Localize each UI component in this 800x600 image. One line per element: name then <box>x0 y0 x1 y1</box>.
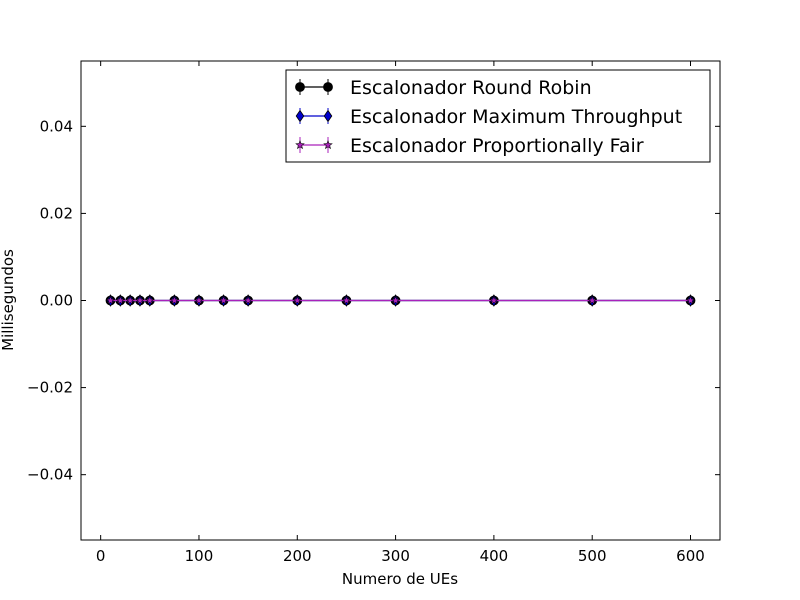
x-axis-label: Numero de UEs <box>342 570 458 588</box>
series-3-point <box>115 295 126 305</box>
series-3-point <box>135 295 145 305</box>
y-tick-label: 0.04 <box>40 117 73 135</box>
series-3-point <box>390 295 401 305</box>
series-3-point <box>685 295 696 305</box>
legend-marker <box>323 109 333 123</box>
series-3-point <box>194 295 204 305</box>
x-tick-label: 500 <box>578 547 607 565</box>
series-3-point <box>292 295 303 305</box>
y-tick-label: 0.02 <box>40 204 73 222</box>
series-3-point <box>341 295 352 305</box>
x-tick-label: 600 <box>676 547 705 565</box>
legend-marker <box>295 109 305 123</box>
series-3-point <box>169 295 180 305</box>
x-tick-label: 100 <box>185 547 214 565</box>
legend-frame <box>285 69 711 163</box>
series-3-point <box>489 295 499 305</box>
series-3 <box>105 295 696 305</box>
legend-label: Escalonador Proportionally Fair <box>350 135 644 157</box>
series-3-point <box>145 295 155 305</box>
series-3-point <box>243 295 253 305</box>
x-tick-label: 300 <box>381 547 410 565</box>
legend-label: Escalonador Round Robin <box>350 77 592 99</box>
legend-marker <box>323 139 333 150</box>
x-tick-label: 200 <box>283 547 312 565</box>
y-tick-label: −0.02 <box>27 379 73 397</box>
legend-entry-1: Escalonador Round Robin <box>295 77 592 99</box>
legend-entry-2: Escalonador Maximum Throughput <box>295 106 682 128</box>
y-axis-label: Millisegundos <box>0 249 17 351</box>
series-3-point <box>218 295 229 305</box>
series-3-point <box>125 295 135 305</box>
legend-marker <box>323 82 333 92</box>
legend-marker <box>295 82 305 92</box>
legend-marker <box>295 139 305 150</box>
x-tick-label: 0 <box>96 547 106 565</box>
x-tick-label: 400 <box>480 547 509 565</box>
y-tick-label: −0.04 <box>27 466 73 484</box>
y-tick-label: 0.00 <box>40 292 73 310</box>
legend-label: Escalonador Maximum Throughput <box>350 106 682 128</box>
legend: Escalonador Round Robin Escalonador Maxim… <box>285 69 711 163</box>
legend-entry-3: Escalonador Proportionally Fair <box>295 135 644 157</box>
series-3-point <box>105 295 116 305</box>
series-3-point <box>587 295 597 305</box>
